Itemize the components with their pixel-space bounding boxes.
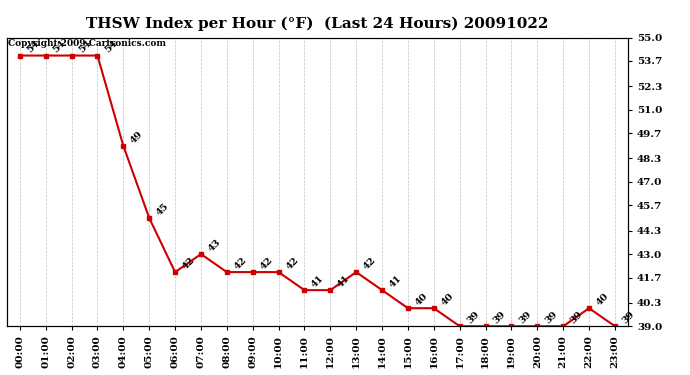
Text: 41: 41 xyxy=(310,273,326,290)
Text: 42: 42 xyxy=(233,255,248,272)
Text: 42: 42 xyxy=(258,255,274,272)
Text: 39: 39 xyxy=(620,309,636,326)
Text: 54: 54 xyxy=(26,39,41,55)
Text: 39: 39 xyxy=(569,309,584,326)
Text: 39: 39 xyxy=(491,309,507,326)
Text: 49: 49 xyxy=(129,129,145,145)
Text: 45: 45 xyxy=(155,201,170,217)
Text: 39: 39 xyxy=(517,309,533,326)
Text: 42: 42 xyxy=(284,255,300,272)
Text: 54: 54 xyxy=(103,39,119,55)
Text: 40: 40 xyxy=(440,291,455,308)
Text: 54: 54 xyxy=(51,39,67,55)
Text: Copyright 2009 Cartronics.com: Copyright 2009 Cartronics.com xyxy=(8,39,166,48)
Text: 42: 42 xyxy=(362,255,377,272)
Text: 41: 41 xyxy=(336,273,352,290)
Text: 42: 42 xyxy=(181,255,197,272)
Text: 40: 40 xyxy=(595,291,611,308)
Text: 43: 43 xyxy=(206,237,222,253)
Text: 54: 54 xyxy=(77,39,93,55)
Text: 40: 40 xyxy=(413,291,429,308)
Text: 39: 39 xyxy=(465,309,481,326)
Text: 41: 41 xyxy=(388,273,404,290)
Text: 39: 39 xyxy=(543,309,559,326)
Text: THSW Index per Hour (°F)  (Last 24 Hours) 20091022: THSW Index per Hour (°F) (Last 24 Hours)… xyxy=(86,17,549,31)
